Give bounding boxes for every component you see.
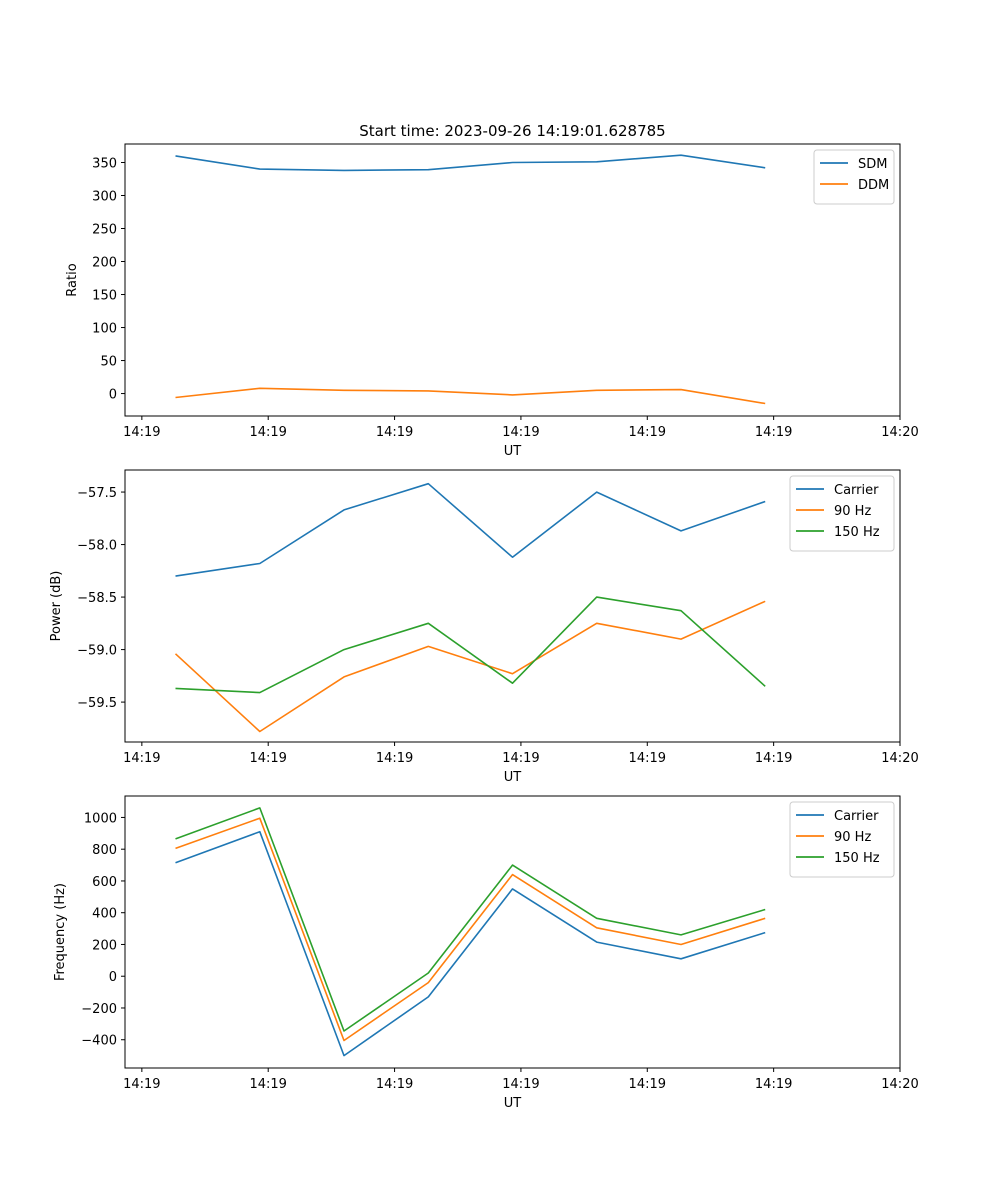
legend-entry: 90 Hz	[834, 504, 871, 519]
chart-title: Start time: 2023-09-26 14:19:01.628785	[359, 122, 665, 140]
x-tick-label: 14:20	[881, 751, 918, 766]
series-line-150-hz	[175, 596, 766, 694]
y-tick-label: −59.5	[77, 696, 117, 711]
x-tick-label: 14:20	[881, 1077, 918, 1092]
axes-frame	[124, 469, 901, 743]
legend-entry: DDM	[858, 178, 889, 193]
x-tick-label: 14:19	[755, 425, 792, 440]
series-line-carrier	[175, 482, 766, 577]
x-tick-label: 14:19	[249, 425, 286, 440]
series-line-sdm	[175, 154, 766, 172]
legend: SDM DDM	[813, 149, 895, 205]
series-line-150-hz	[175, 807, 766, 1032]
legend-entry: SDM	[858, 157, 887, 172]
y-tick-label: 100	[92, 322, 117, 337]
chart-1: Start time: 2023-09-26 14:19:01.628785 14…	[65, 122, 919, 459]
y-tick-label: −57.5	[77, 486, 117, 501]
x-tick-label: 14:19	[502, 425, 539, 440]
y-tick-label: 1000	[84, 811, 117, 826]
series-line-90-hz	[174, 600, 766, 733]
y-axis-label: Frequency (Hz)	[53, 883, 68, 981]
axes-frame	[124, 795, 901, 1069]
y-tick-label: −58.0	[77, 539, 117, 554]
series-line-ddm	[175, 387, 766, 405]
y-tick-label: 50	[100, 355, 117, 370]
x-tick-label: 14:19	[249, 751, 286, 766]
x-tick-label: 14:19	[755, 751, 792, 766]
legend: Carrier 90 Hz 150 Hz	[789, 801, 895, 878]
y-tick-label: 350	[92, 156, 117, 171]
axes-frame	[124, 143, 901, 417]
legend-box	[789, 801, 895, 878]
series-line-90-hz	[175, 817, 766, 1042]
x-tick-label: 14:19	[629, 425, 666, 440]
x-tick-label: 14:19	[249, 1077, 286, 1092]
y-tick-label: −59.0	[77, 644, 117, 659]
x-tick-label: 14:19	[376, 425, 413, 440]
legend-entry: 150 Hz	[834, 525, 880, 540]
x-tick-label: 14:19	[123, 1077, 160, 1092]
legend-entry: 150 Hz	[834, 851, 880, 866]
legend-entry: Carrier	[834, 483, 879, 498]
chart-2: 14:19 14:19 14:19 14:19 14:19 14:19 14:20 −59.5…	[49, 469, 919, 785]
x-tick-label: 14:19	[502, 1077, 539, 1092]
x-axis-label: UT	[504, 444, 522, 459]
y-axis-label: Ratio	[65, 263, 80, 296]
y-tick-label: 300	[92, 189, 117, 204]
x-tick-label: 14:19	[376, 751, 413, 766]
x-tick-label: 14:19	[755, 1077, 792, 1092]
x-tick-label: 14:20	[881, 425, 918, 440]
legend-entry: Carrier	[834, 809, 879, 824]
y-tick-label: 200	[92, 938, 117, 953]
x-tick-label: 14:19	[629, 1077, 666, 1092]
y-axis-label: Power (dB)	[49, 571, 64, 642]
chart-3: 14:19 14:19 14:19 14:19 14:19 14:19 14:20 −400 −…	[53, 795, 919, 1111]
y-tick-label: 200	[92, 256, 117, 271]
x-tick-label: 14:19	[376, 1077, 413, 1092]
x-axis-label: UT	[504, 1096, 522, 1111]
y-tick-label: 400	[92, 907, 117, 922]
y-tick-label: 250	[92, 223, 117, 238]
legend-entry: 90 Hz	[834, 830, 871, 845]
legend-box	[789, 475, 895, 552]
legend: Carrier 90 Hz 150 Hz	[789, 475, 895, 552]
y-tick-label: 600	[92, 875, 117, 890]
series-line-carrier	[175, 830, 766, 1057]
x-tick-label: 14:19	[502, 751, 539, 766]
x-axis-label: UT	[504, 770, 522, 785]
x-tick-label: 14:19	[629, 751, 666, 766]
y-tick-label: −400	[81, 1034, 117, 1049]
y-tick-label: 0	[109, 388, 117, 403]
y-tick-label: 0	[109, 970, 117, 985]
x-tick-label: 14:19	[123, 751, 160, 766]
y-tick-label: 150	[92, 289, 117, 304]
y-tick-label: −200	[81, 1002, 117, 1017]
y-tick-label: −58.5	[77, 591, 117, 606]
y-tick-label: 800	[92, 843, 117, 858]
x-tick-label: 14:19	[123, 425, 160, 440]
